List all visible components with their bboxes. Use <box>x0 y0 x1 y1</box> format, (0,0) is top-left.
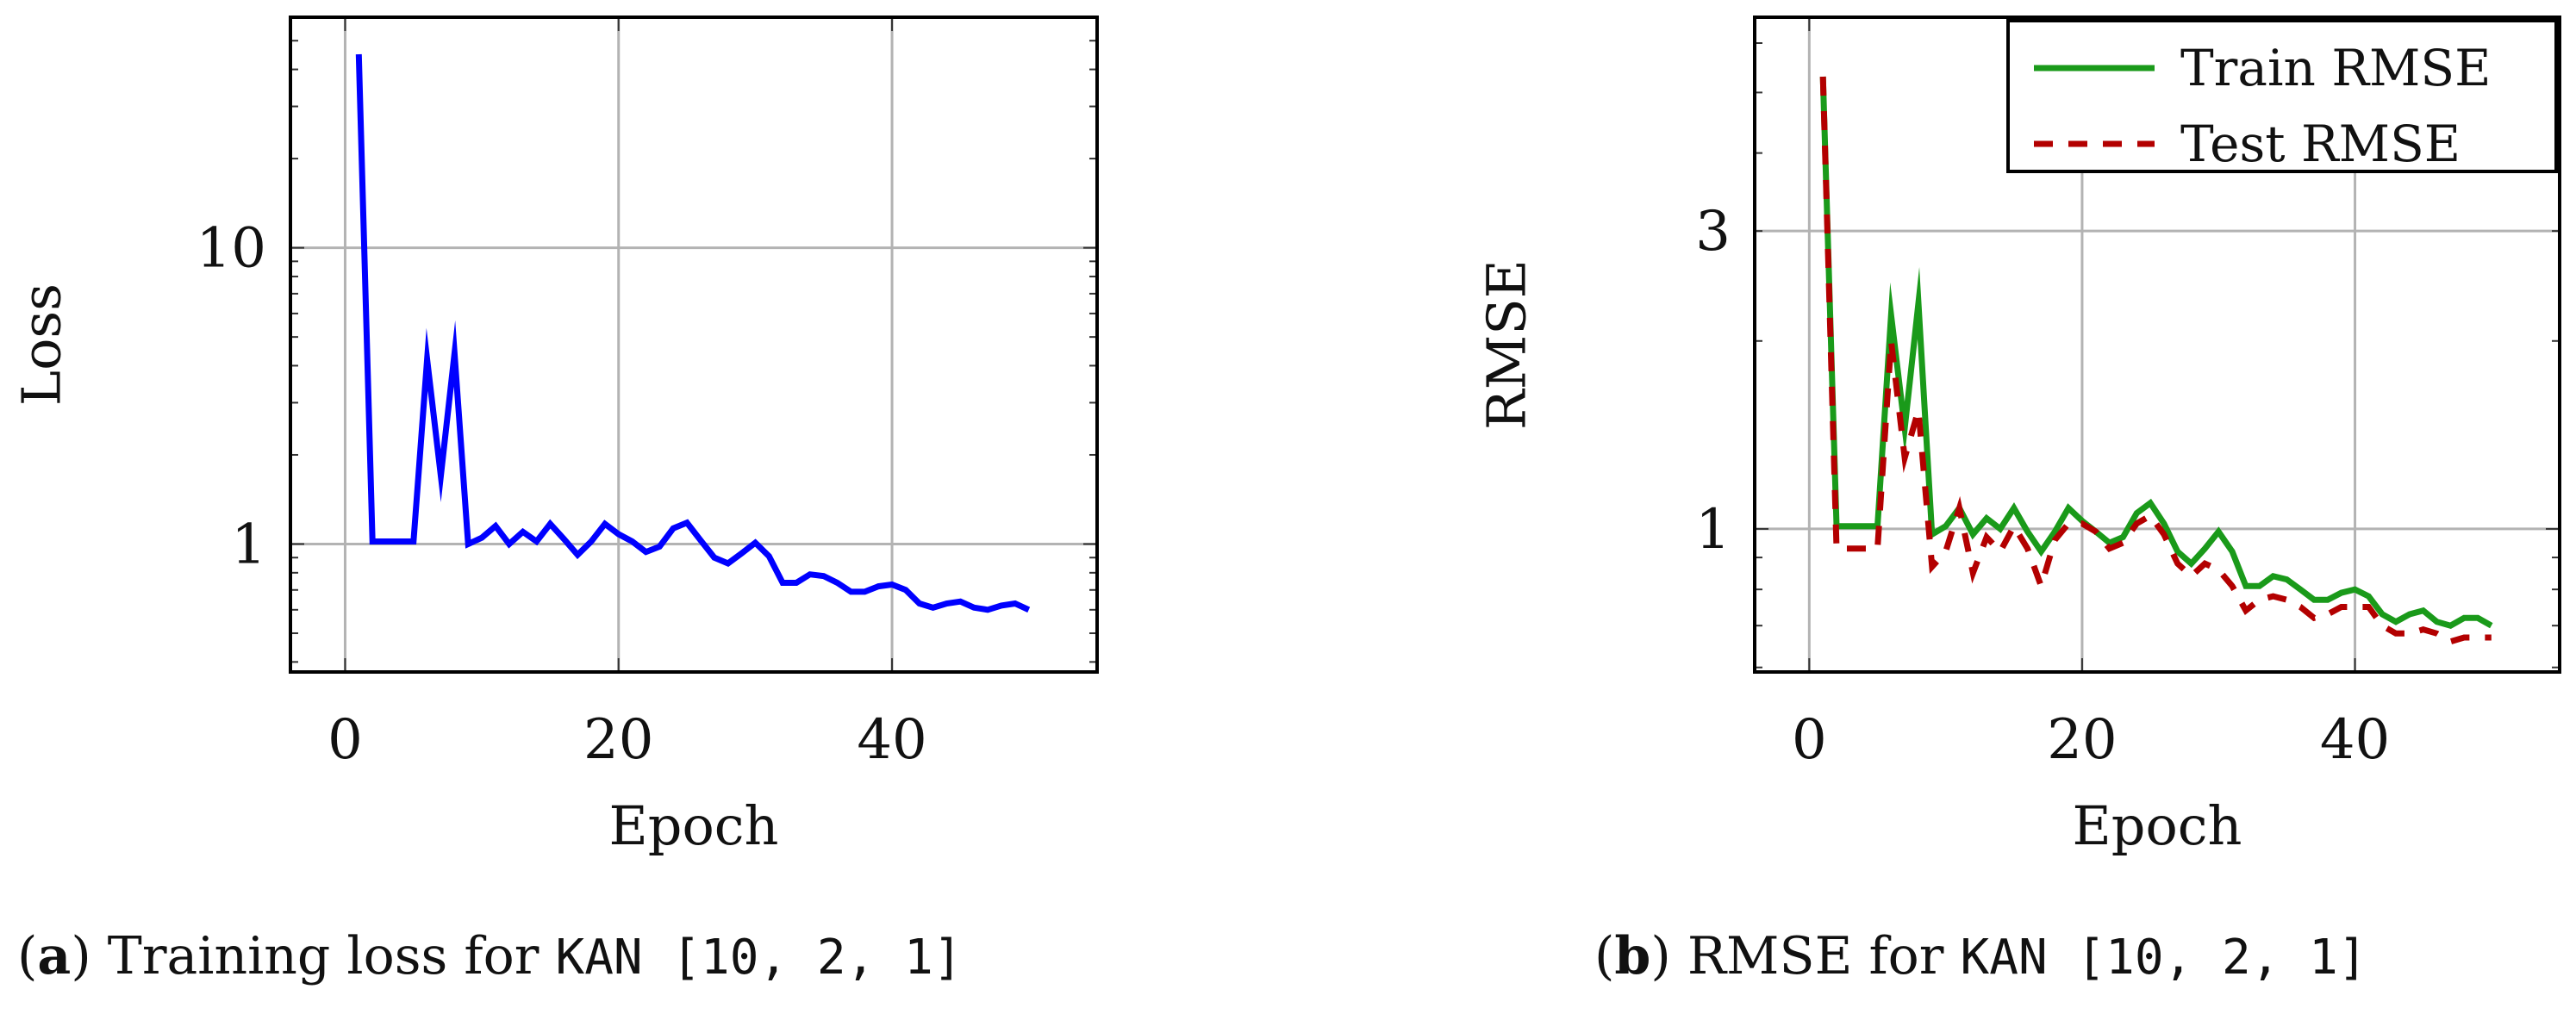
plot-frame <box>1753 16 2561 674</box>
caption-b-code: KAN [10, 2, 1] <box>1960 930 2367 986</box>
series-line-loss <box>355 53 1031 613</box>
chart-training-loss: 0 20 40 1 10 Epoch Loss <box>10 16 1099 857</box>
caption-b-letter: b <box>1614 926 1651 986</box>
x-tick-label: 20 <box>2047 708 2117 772</box>
legend-label: Test RMSE <box>2180 115 2461 173</box>
x-tick-label: 20 <box>583 708 653 772</box>
series-line-train-rmse <box>1819 76 2493 629</box>
x-axis-title: Epoch <box>609 794 779 857</box>
y-axis-title: Loss <box>10 283 73 406</box>
y-minor-ticks <box>290 16 1097 663</box>
x-tick-label: 0 <box>1792 708 1827 772</box>
x-tick-label: 0 <box>327 708 363 772</box>
caption-a-text: Training loss for <box>107 926 540 986</box>
caption-b: (b) RMSE for KAN [10, 2, 1] <box>1594 926 2367 986</box>
x-tick-label: 40 <box>2320 708 2390 772</box>
x-tick-label: 40 <box>857 708 926 772</box>
grid <box>290 17 1097 672</box>
y-tick-label: 10 <box>196 217 266 281</box>
caption-a-code: KAN [10, 2, 1] <box>555 930 963 986</box>
caption-b-text: RMSE for <box>1687 926 1944 986</box>
legend-label: Train RMSE <box>2180 39 2491 97</box>
y-tick-label: 3 <box>1695 200 1731 264</box>
chart-rmse: 0 20 40 1 3 Epoch RMSE Train RMSE Test RMSE <box>1475 16 2561 857</box>
figure-svg: 0 20 40 1 10 Epoch Loss 0 20 40 1 3 Epoch RMSE Train … <box>10 16 2561 857</box>
caption-a-letter: a <box>37 926 72 986</box>
legend-box <box>2006 19 2558 173</box>
legend: Train RMSE Test RMSE <box>2006 19 2558 173</box>
series-line-test-rmse <box>1819 76 2492 645</box>
plot-frame <box>289 16 1099 674</box>
y-tick-label: 1 <box>1695 498 1731 562</box>
x-axis-title: Epoch <box>2073 794 2242 857</box>
y-axis-title: RMSE <box>1475 259 1538 430</box>
y-tick-label: 1 <box>231 513 266 577</box>
x-tick-marks <box>344 17 894 672</box>
caption-a: (a) Training loss for KAN [10, 2, 1] <box>17 926 963 986</box>
